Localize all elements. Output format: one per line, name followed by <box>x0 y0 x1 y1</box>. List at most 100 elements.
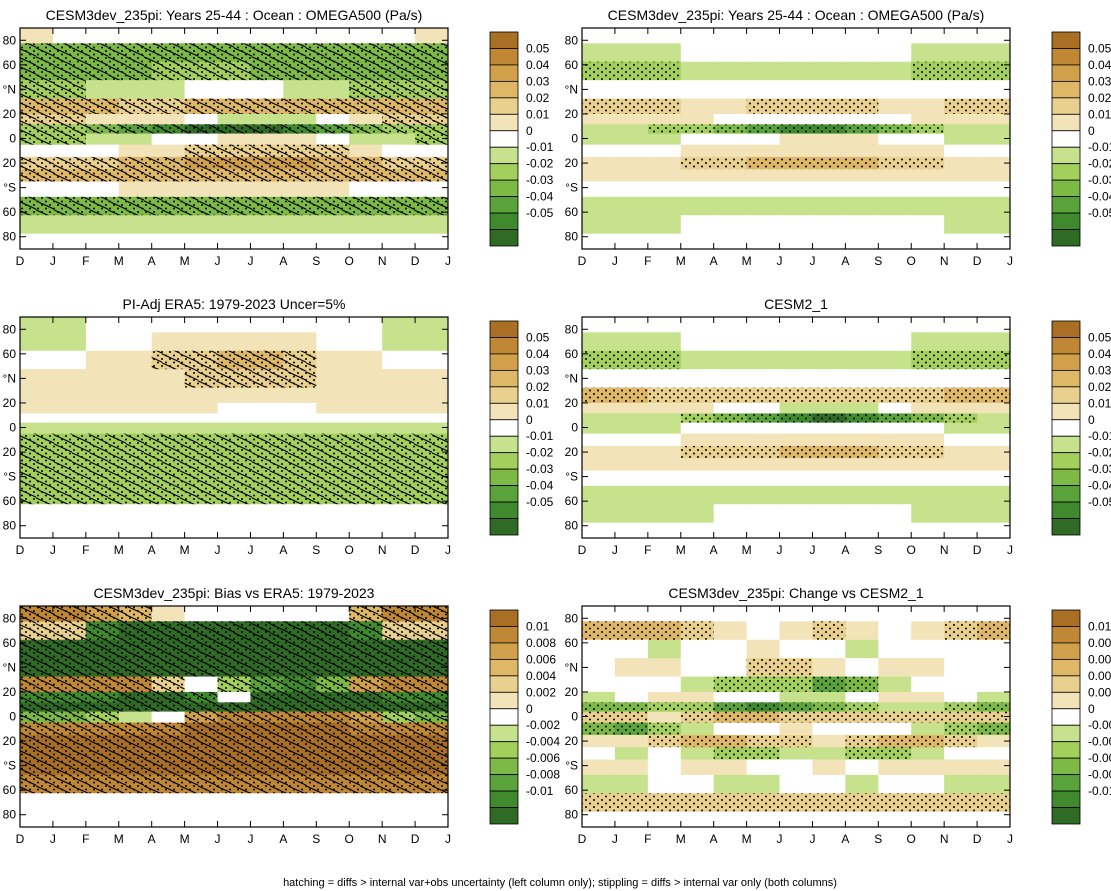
heatmap-cell <box>911 169 945 183</box>
hatch-mark <box>118 124 153 135</box>
hatch-mark <box>316 676 350 693</box>
heatmap-cell <box>184 387 219 404</box>
stipple-mark <box>680 734 715 748</box>
heatmap-cell <box>614 485 649 505</box>
heatmap-cell <box>647 169 682 183</box>
heatmap-cell <box>118 422 153 435</box>
x-tick-label: J <box>445 543 451 557</box>
hatch-mark <box>20 196 54 216</box>
hatch-mark <box>283 774 317 794</box>
heatmap-cell <box>680 369 715 389</box>
hatch-mark <box>85 774 120 794</box>
hatch-mark <box>118 196 153 216</box>
x-tick-label: D <box>578 543 587 557</box>
heatmap-cell <box>746 332 781 352</box>
heatmap-cell <box>911 422 945 435</box>
hatch-mark <box>415 445 448 459</box>
heatmap-cell <box>878 504 912 524</box>
heatmap-cell <box>713 811 748 827</box>
hatch-mark <box>415 169 448 183</box>
x-tick-label: J <box>612 832 618 846</box>
heatmap-cell <box>283 113 317 125</box>
stipple-mark <box>911 61 945 81</box>
heatmap-cell <box>878 196 912 216</box>
hatch-mark <box>415 133 448 146</box>
hatch-mark <box>118 61 153 81</box>
heatmap-cell <box>647 433 682 447</box>
heatmap-cell <box>977 639 1010 659</box>
hatch-mark <box>283 61 317 81</box>
panel-6: CESM3dev_235pi: Change vs CESM2_1 D J F M A M J… <box>565 585 1111 846</box>
legend-swatch <box>489 80 519 99</box>
heatmap-cell <box>283 402 317 414</box>
heatmap-cell <box>845 639 879 659</box>
heatmap-cell <box>250 215 284 235</box>
hatch-mark <box>283 734 317 748</box>
hatch-mark <box>151 124 186 135</box>
heatmap-cell <box>944 80 978 100</box>
heatmap-cell <box>283 422 317 435</box>
y-tick-label: 20 <box>565 685 579 699</box>
hatch-mark <box>52 711 87 724</box>
heatmap-cell <box>713 43 748 63</box>
x-tick-label: A <box>279 543 287 557</box>
hatch-mark <box>52 639 87 659</box>
x-tick-label: D <box>578 254 587 268</box>
heatmap-cell <box>977 691 1010 703</box>
heatmap-cell <box>118 369 153 389</box>
stipple-mark <box>582 793 616 813</box>
legend-swatch <box>1051 353 1081 371</box>
legend-label: 0.03 <box>1088 363 1111 377</box>
hatch-mark <box>382 80 416 100</box>
hatch-mark <box>316 722 350 736</box>
heatmap-cell <box>911 215 945 235</box>
legend-swatch <box>489 609 519 627</box>
heatmap-cell <box>415 402 448 414</box>
heatmap-cell <box>85 317 120 333</box>
hatch-mark <box>20 734 54 748</box>
heatmap-cell <box>845 369 879 389</box>
hatch-mark <box>415 98 448 115</box>
heatmap-cell <box>779 196 814 216</box>
heatmap-cell <box>977 28 1010 44</box>
heatmap-cell <box>217 504 252 524</box>
heatmap-cell <box>647 691 682 703</box>
hatch-mark <box>250 722 284 736</box>
legend-swatch <box>489 518 519 536</box>
hatch-mark <box>349 711 383 724</box>
heatmap-cell <box>582 691 616 703</box>
hatch-mark <box>151 98 186 115</box>
stipple-mark <box>878 711 912 724</box>
heatmap-cell <box>977 658 1010 678</box>
hatch-mark <box>118 445 153 459</box>
heatmap-cell <box>713 606 748 622</box>
heatmap-cell <box>382 522 416 538</box>
heatmap-cell <box>680 691 715 703</box>
heatmap-cell <box>812 639 846 659</box>
heatmap-cell <box>118 387 153 404</box>
hatch-mark <box>382 61 416 81</box>
legend-swatch <box>1051 626 1081 644</box>
x-tick-label: M <box>742 254 752 268</box>
heatmap-cell <box>680 144 715 158</box>
hatch-mark <box>283 691 317 703</box>
stipple-mark <box>812 445 846 459</box>
hatch-mark <box>415 734 448 748</box>
hatch-mark <box>184 691 219 703</box>
hatch-mark <box>217 196 252 216</box>
heatmap-cell <box>647 774 682 794</box>
heatmap-cell <box>614 28 649 44</box>
hatch-mark <box>250 124 284 135</box>
legend-label: -0.004 <box>526 735 560 749</box>
heatmap-cell <box>151 793 186 813</box>
heatmap-cell <box>845 658 879 678</box>
hatch-mark <box>20 639 54 659</box>
legend-label: -0.002 <box>1088 718 1111 732</box>
heatmap-cell <box>415 28 448 44</box>
x-tick-label: A <box>279 832 287 846</box>
stipple-mark <box>779 98 814 115</box>
heatmap-cell <box>812 470 846 487</box>
heatmap-cell <box>878 402 912 414</box>
heatmap-cell <box>779 639 814 659</box>
stipple-mark <box>614 387 649 404</box>
